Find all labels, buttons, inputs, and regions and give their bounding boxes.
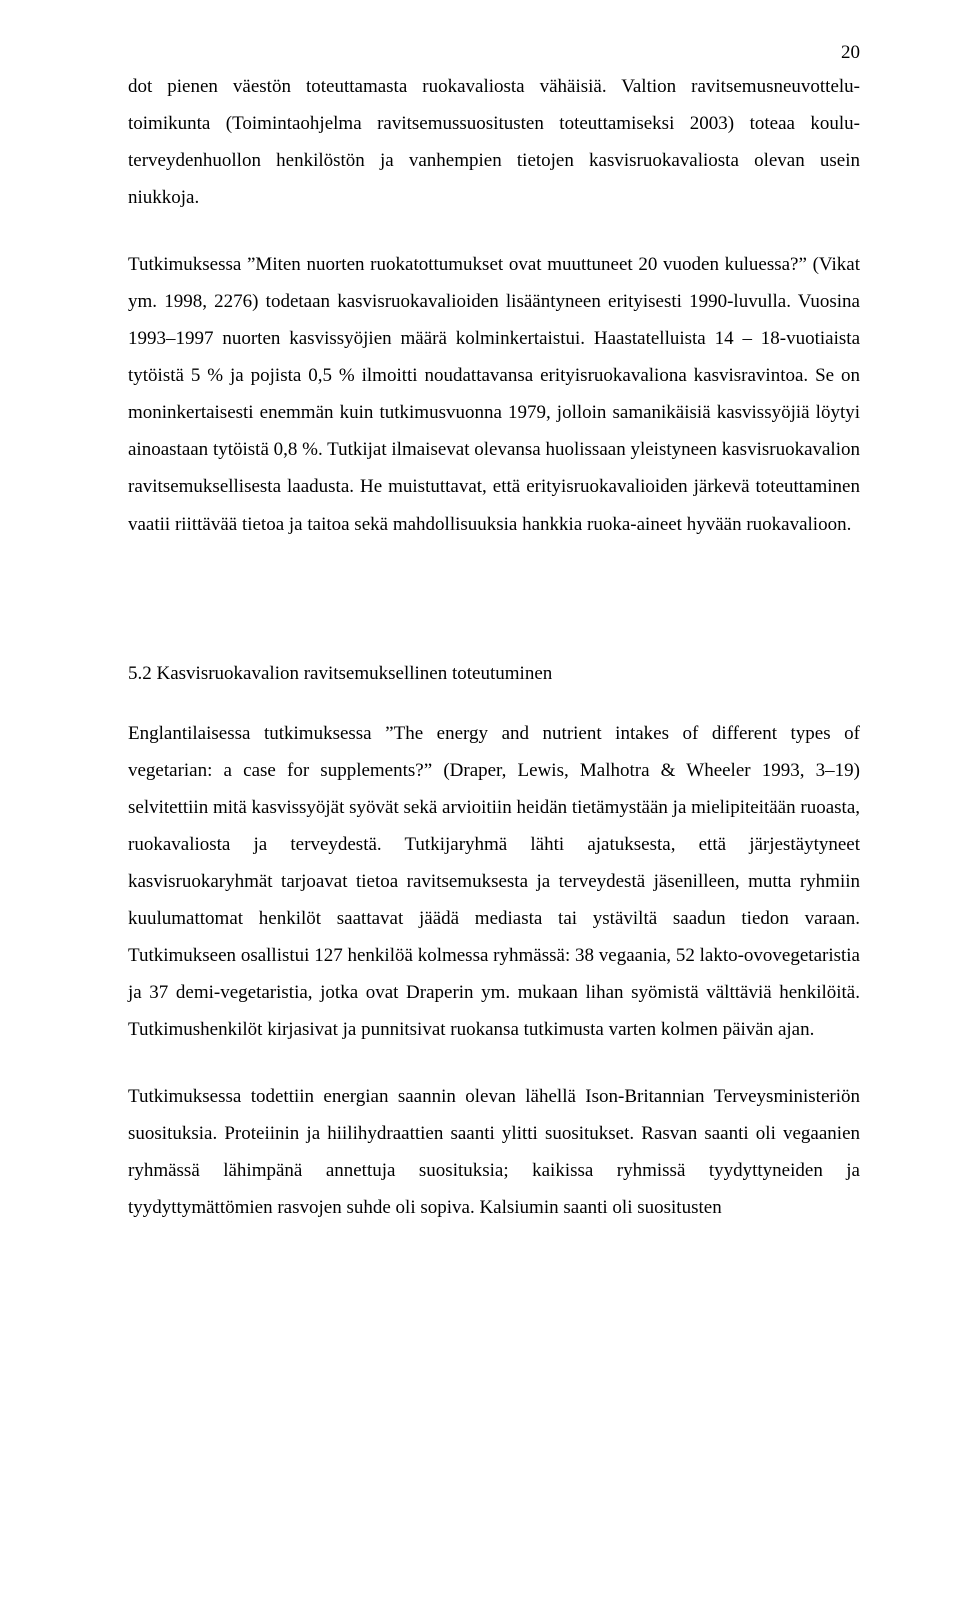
section-heading: 5.2 Kasvisruokavalion ravitsemuksellinen… <box>128 663 860 685</box>
spacer <box>128 573 860 601</box>
paragraph-3: Englantilaisessa tutkimuksessa ”The ener… <box>128 715 860 1048</box>
paragraph-2: Tutkimuksessa ”Miten nuorten ruokatottum… <box>128 246 860 542</box>
document-page: 20 dot pienen väestön toteuttamasta ruok… <box>0 0 960 1599</box>
paragraph-1: dot pienen väestön toteuttamasta ruokava… <box>128 68 860 216</box>
page-number: 20 <box>841 42 860 64</box>
paragraph-4: Tutkimuksessa todettiin energian saannin… <box>128 1078 860 1226</box>
